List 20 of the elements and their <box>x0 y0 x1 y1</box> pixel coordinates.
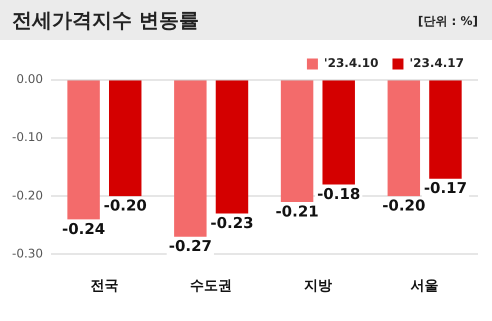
x-tick-label: 지방 <box>304 278 332 294</box>
text: [단위 : %] <box>418 13 478 30</box>
y-tick-label: -0.20 <box>12 188 44 202</box>
data-label: -0.20 <box>104 196 147 215</box>
y-tick-label: -0.30 <box>12 246 44 260</box>
y-tick-label: 0.00 <box>16 72 44 86</box>
x-tick-label: 수도권 <box>190 278 232 294</box>
y-tick-label: -0.10 <box>12 130 44 144</box>
data-label: -0.18 <box>317 184 360 203</box>
data-label: -0.17 <box>424 179 468 198</box>
chart-title: 전세가격지수 변동률 <box>12 7 199 34</box>
legend-label: '23.4.17 <box>409 56 464 70</box>
data-label: -0.24 <box>62 220 106 238</box>
x-tick-label: 서울 <box>410 278 439 294</box>
data-label: -0.27 <box>168 237 212 256</box>
data-label: -0.21 <box>275 202 319 220</box>
data-label: -0.23 <box>210 214 254 232</box>
data-label: -0.20 <box>382 196 426 215</box>
legend-label: '23.4.10 <box>324 56 378 70</box>
x-tick-label: 전국 <box>90 278 118 294</box>
